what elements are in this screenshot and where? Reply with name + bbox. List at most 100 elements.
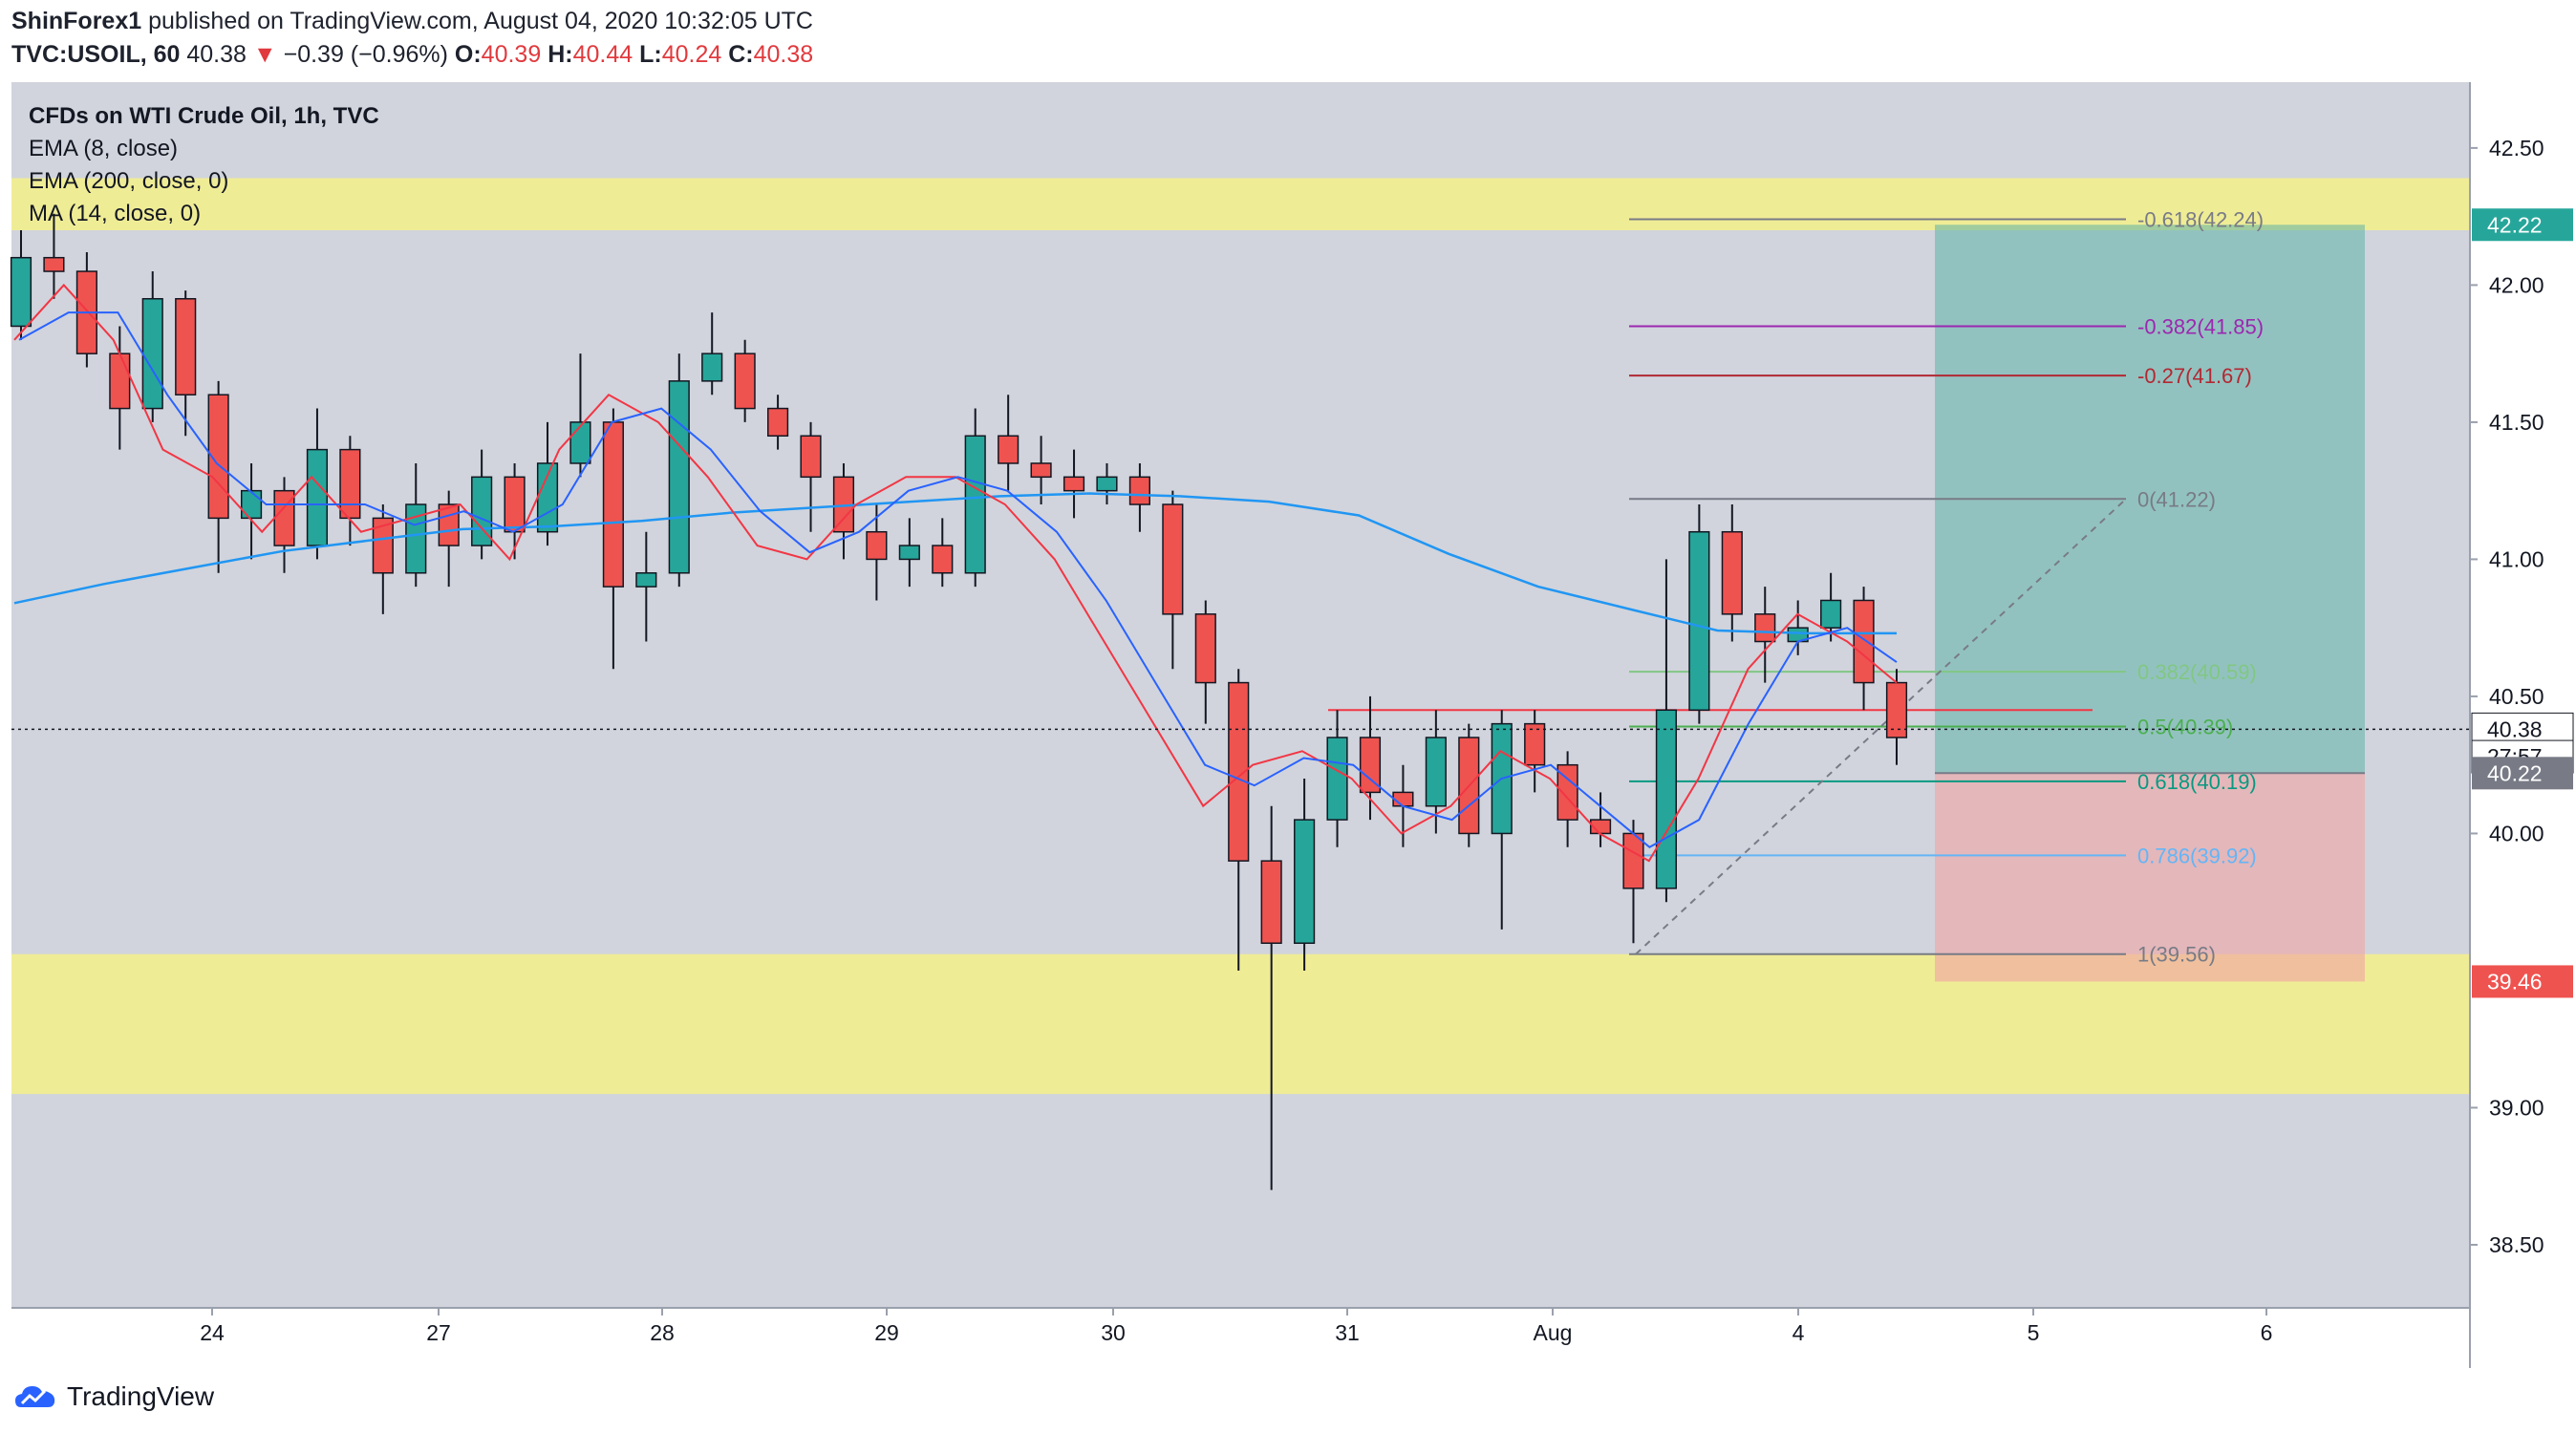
candle-body-28[interactable]: [932, 545, 954, 574]
candle-body-40[interactable]: [1326, 737, 1348, 821]
candle-body-51[interactable]: [1688, 530, 1710, 712]
y-tick-label-5: 40.00: [2489, 821, 2544, 845]
price-label-1: 40.38: [2487, 716, 2543, 741]
candle-body-27[interactable]: [898, 545, 920, 561]
x-tick-label-3: 29: [874, 1320, 899, 1345]
price-label-box-4: [2472, 965, 2573, 998]
candle-body-3[interactable]: [109, 353, 131, 410]
fib-level-label-1: -0.382(41.85): [2137, 314, 2264, 338]
candle-body-43[interactable]: [1425, 737, 1447, 807]
legend-title: CFDs on WTI Crude Oil, 1h, TVC: [29, 103, 379, 129]
candle-body-37[interactable]: [1228, 681, 1250, 862]
candle-body-17[interactable]: [569, 421, 591, 464]
low-value: 40.24: [661, 41, 722, 68]
price-label-box-0: [2472, 208, 2573, 242]
price-label-3: 40.22: [2487, 760, 2543, 785]
candle-body-24[interactable]: [800, 435, 822, 479]
candle-body-12[interactable]: [405, 503, 427, 574]
candle-body-13[interactable]: [438, 503, 460, 546]
candle-body-6[interactable]: [207, 394, 229, 520]
close-value: 40.38: [753, 41, 814, 68]
legend-ema200: EMA (200, close, 0): [29, 168, 228, 194]
y-tick-label-4: 40.50: [2489, 684, 2544, 709]
candle-body-19[interactable]: [635, 572, 657, 588]
x-tick-label-5: 31: [1335, 1320, 1360, 1345]
x-tick-label-2: 28: [650, 1320, 675, 1345]
y-tick-label-6: 39.00: [2489, 1095, 2544, 1120]
candle-body-7[interactable]: [240, 489, 263, 520]
close-label: C:: [728, 41, 754, 68]
candle-body-56[interactable]: [1853, 599, 1875, 684]
candle-body-30[interactable]: [998, 435, 1020, 464]
open-label: O:: [454, 41, 482, 68]
y-tick-label-1: 42.00: [2489, 272, 2544, 297]
candle-body-9[interactable]: [306, 448, 329, 546]
zone-0[interactable]: [11, 178, 2470, 230]
price-label-4: 39.46: [2487, 969, 2543, 994]
candle-body-35[interactable]: [1162, 503, 1184, 615]
position-stop-zone[interactable]: [1935, 773, 2365, 982]
x-tick-label-7: 4: [1792, 1320, 1805, 1345]
fib-level-label-8: 1(39.56): [2137, 943, 2216, 967]
candle-body-47[interactable]: [1556, 763, 1578, 821]
candle-body-31[interactable]: [1030, 462, 1052, 479]
symbol-label[interactable]: TVC:USOIL, 60: [11, 41, 181, 68]
down-arrow-icon: ▼: [252, 41, 277, 68]
candle-body-39[interactable]: [1294, 819, 1316, 945]
candle-body-0[interactable]: [10, 256, 32, 328]
candle-body-5[interactable]: [175, 297, 197, 396]
candle-body-32[interactable]: [1063, 476, 1085, 492]
candle-body-21[interactable]: [701, 353, 723, 382]
candle-body-52[interactable]: [1721, 530, 1743, 615]
tradingview-logo[interactable]: TradingView: [13, 1381, 214, 1412]
candle-body-46[interactable]: [1524, 722, 1546, 766]
candle-body-22[interactable]: [734, 353, 756, 410]
candle-body-42[interactable]: [1392, 791, 1414, 807]
y-tick-label-2: 41.50: [2489, 410, 2544, 435]
x-tick-label-6: Aug: [1534, 1320, 1573, 1345]
x-tick-label-1: 27: [426, 1320, 451, 1345]
candle-body-4[interactable]: [141, 297, 163, 410]
x-tick-label-8: 5: [2028, 1320, 2040, 1345]
candle-body-49[interactable]: [1622, 832, 1644, 889]
candle-body-18[interactable]: [602, 421, 624, 588]
legend-ema8: EMA (8, close): [29, 136, 178, 161]
candle-body-11[interactable]: [372, 517, 394, 574]
ma14-line[interactable]: [18, 311, 1898, 849]
fib-level-label-2: -0.27(41.67): [2137, 364, 2252, 388]
open-value: 40.39: [481, 41, 542, 68]
candle-body-41[interactable]: [1359, 737, 1382, 794]
candle-body-53[interactable]: [1754, 613, 1776, 643]
x-tick-label-0: 24: [200, 1320, 225, 1345]
candle-body-50[interactable]: [1655, 709, 1678, 889]
price-label-0: 42.22: [2487, 212, 2543, 237]
candle-body-29[interactable]: [964, 435, 986, 574]
publish-line: ShinForex1 published on TradingView.com,…: [11, 8, 813, 35]
tradingview-brand: TradingView: [67, 1381, 215, 1411]
candle-body-38[interactable]: [1260, 860, 1282, 945]
candle-body-20[interactable]: [668, 380, 690, 574]
candle-body-10[interactable]: [339, 448, 361, 520]
y-tick-label-3: 41.00: [2489, 546, 2544, 571]
price-chart[interactable]: -0.618(42.24) -0.382(41.85) -0.27(41.67) 0(…: [0, 76, 2576, 1368]
fib-level-label-6: 0.618(40.19): [2137, 770, 2257, 794]
candle-body-34[interactable]: [1128, 476, 1150, 505]
ema200-line[interactable]: [13, 492, 1897, 635]
price-label-box-3: [2472, 757, 2573, 790]
published-text: published on TradingView.com, August 04,…: [148, 8, 813, 34]
author-name[interactable]: ShinForex1: [11, 8, 142, 34]
candle-body-23[interactable]: [767, 407, 789, 438]
candle-body-26[interactable]: [866, 530, 888, 561]
candle-body-36[interactable]: [1194, 613, 1216, 684]
candle-body-55[interactable]: [1820, 599, 1842, 629]
fib-level-label-7: 0.786(39.92): [2137, 844, 2257, 867]
candle-body-15[interactable]: [504, 476, 526, 533]
high-label: H:: [547, 41, 573, 68]
candle-body-57[interactable]: [1885, 681, 1908, 738]
candle-body-33[interactable]: [1096, 476, 1118, 492]
low-label: L:: [639, 41, 662, 68]
candle-body-1[interactable]: [43, 256, 65, 272]
fib-level-label-0: -0.618(42.24): [2137, 208, 2264, 232]
last-price: 40.38: [186, 41, 247, 68]
y-tick-label-7: 38.50: [2489, 1232, 2544, 1257]
